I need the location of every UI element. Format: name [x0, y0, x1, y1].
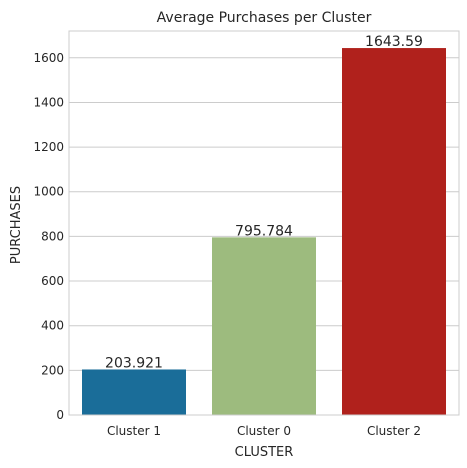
x-axis-ticks: Cluster 1 Cluster 0 Cluster 2: [107, 424, 421, 438]
y-tick-label: 1600: [33, 51, 64, 65]
plot-frame: [68, 30, 460, 416]
data-labels: 203.921 795.784 1643.59: [105, 34, 423, 371]
x-tick-label: Cluster 1: [107, 424, 161, 438]
y-axis-title: PURCHASES: [9, 186, 24, 264]
bars: [82, 48, 446, 416]
y-tick-label: 1400: [33, 95, 64, 109]
data-label: 795.784: [235, 223, 293, 239]
data-label: 1643.59: [365, 34, 423, 50]
bar-cluster-2: [342, 48, 446, 416]
x-tick-label: Cluster 2: [367, 424, 421, 438]
data-label: 203.921: [105, 355, 163, 371]
y-tick-label: 0: [56, 408, 64, 422]
bar-cluster-0: [212, 237, 316, 415]
y-tick-label: 600: [41, 274, 64, 288]
y-tick-label: 200: [41, 363, 64, 377]
y-tick-label: 800: [41, 229, 64, 243]
y-axis-ticks: 0 200 400 600 800 1000 1200 1400 1600: [33, 51, 64, 422]
chart-title: Average Purchases per Cluster: [157, 10, 372, 26]
y-tick-label: 1000: [33, 185, 64, 199]
y-tick-label: 400: [41, 319, 64, 333]
bar-cluster-1: [82, 369, 186, 415]
x-axis-title: CLUSTER: [235, 445, 294, 460]
y-tick-label: 1200: [33, 140, 64, 154]
x-tick-label: Cluster 0: [237, 424, 291, 438]
